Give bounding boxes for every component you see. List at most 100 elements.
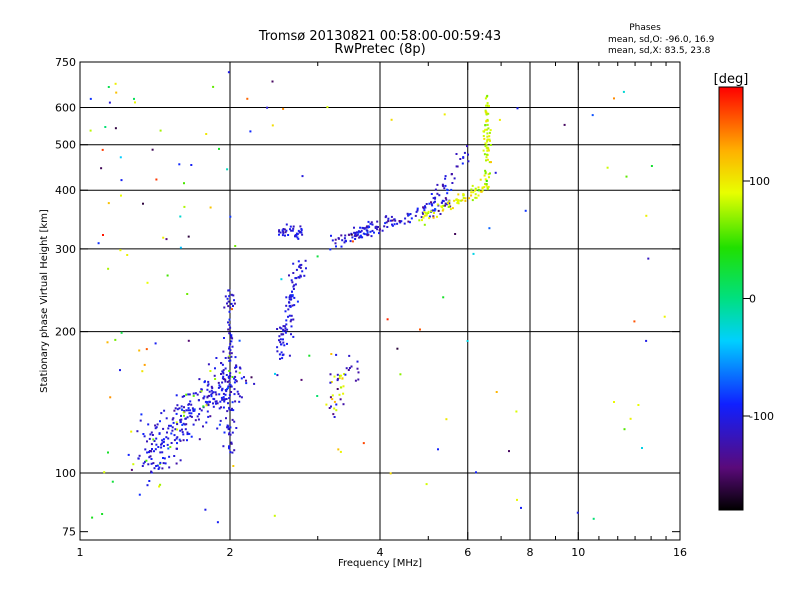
data-point <box>152 438 155 441</box>
data-point <box>296 233 298 236</box>
data-point <box>333 416 336 418</box>
data-point <box>300 228 303 230</box>
data-point <box>453 177 456 180</box>
data-point <box>370 221 373 224</box>
data-point <box>174 428 177 431</box>
data-point <box>289 225 292 228</box>
y-tick-label: 400 <box>55 184 76 197</box>
data-point <box>229 326 232 329</box>
data-point <box>287 234 290 236</box>
data-point <box>228 355 231 358</box>
data-point <box>230 293 233 296</box>
data-point <box>485 128 488 131</box>
data-point <box>184 428 187 431</box>
data-point <box>490 161 492 164</box>
data-point <box>114 127 117 130</box>
data-point <box>425 214 428 217</box>
data-point <box>228 445 230 448</box>
data-point <box>294 235 297 238</box>
data-point <box>376 220 379 223</box>
data-point <box>141 465 144 467</box>
data-point <box>208 394 210 397</box>
data-point <box>171 418 174 421</box>
data-point <box>150 462 153 465</box>
data-point <box>172 417 175 420</box>
data-point <box>151 148 154 151</box>
data-point <box>474 187 477 190</box>
data-point <box>663 315 666 318</box>
data-point <box>176 436 179 439</box>
data-point <box>142 462 145 465</box>
data-point <box>235 366 238 368</box>
chart-title: Tromsø 20130821 00:58:00-00:59:43 <box>258 29 501 44</box>
data-point <box>434 188 437 191</box>
data-point <box>432 215 435 218</box>
stats-line-x: mean, sd,X: 83.5, 23.8 <box>608 46 711 56</box>
data-point <box>234 245 237 247</box>
data-point <box>155 465 158 467</box>
data-point <box>344 373 347 376</box>
data-point <box>432 197 435 200</box>
data-point <box>176 447 178 450</box>
data-point <box>246 97 249 100</box>
data-point <box>343 373 345 375</box>
data-point <box>210 389 213 392</box>
data-point <box>420 216 423 219</box>
data-point <box>229 384 232 387</box>
data-point <box>238 400 241 403</box>
data-point <box>444 202 447 205</box>
data-point <box>290 279 293 282</box>
data-point <box>186 293 189 295</box>
data-point <box>171 426 174 429</box>
data-point <box>354 379 357 382</box>
data-point <box>276 350 279 353</box>
data-point <box>250 376 253 379</box>
data-point <box>107 86 110 88</box>
data-point <box>207 380 210 383</box>
data-point <box>183 395 186 398</box>
data-point <box>238 371 241 374</box>
data-point <box>229 433 232 436</box>
data-point <box>228 446 230 449</box>
data-point <box>236 390 239 393</box>
x-axis-label: Frequency [MHz] <box>338 558 422 569</box>
data-point <box>231 451 234 454</box>
data-point <box>357 231 360 234</box>
data-point <box>462 156 465 159</box>
data-point <box>216 402 219 405</box>
data-point <box>354 238 357 240</box>
data-point <box>337 448 340 451</box>
data-point <box>130 468 133 471</box>
data-point <box>226 302 228 305</box>
data-point <box>625 175 628 178</box>
data-point <box>228 359 231 362</box>
data-point <box>483 186 486 189</box>
data-point <box>165 238 168 241</box>
data-point <box>353 226 355 229</box>
data-point <box>227 356 230 359</box>
data-point <box>183 205 186 208</box>
data-point <box>183 410 186 412</box>
data-point <box>231 376 234 378</box>
data-point <box>455 153 458 155</box>
data-point <box>342 392 345 395</box>
data-point <box>185 409 188 412</box>
data-point <box>283 325 286 328</box>
data-point <box>293 296 296 299</box>
data-point <box>494 171 497 174</box>
data-point <box>164 462 167 465</box>
data-point <box>280 333 283 336</box>
data-point <box>486 104 489 107</box>
data-point <box>178 438 181 441</box>
data-point <box>441 184 444 187</box>
data-point <box>181 408 183 411</box>
data-point <box>340 234 343 237</box>
data-point <box>432 209 434 212</box>
data-point <box>186 439 188 442</box>
data-point <box>190 403 193 406</box>
data-point <box>202 397 205 400</box>
data-point <box>218 393 221 396</box>
data-point <box>142 202 144 205</box>
data-point <box>488 176 490 179</box>
